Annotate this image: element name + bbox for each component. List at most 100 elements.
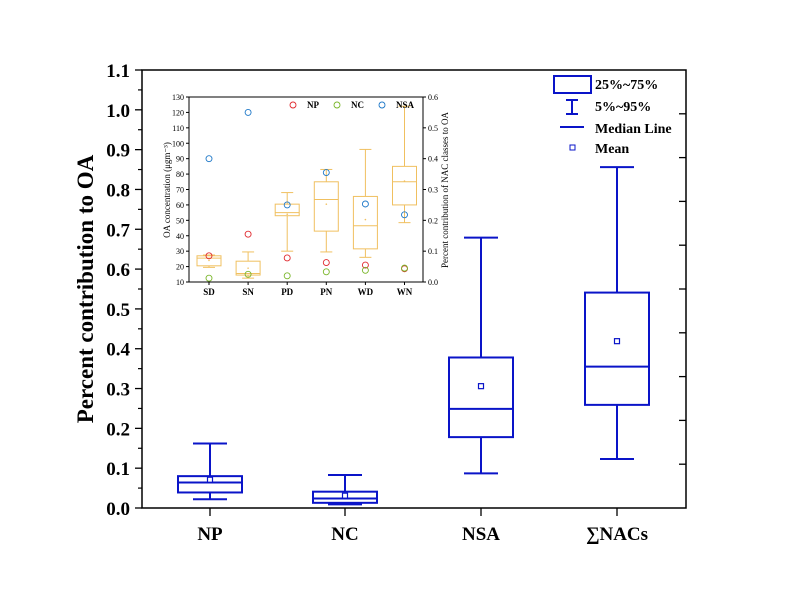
x-tick-label: NP [197,524,223,545]
inset-mean-marker [286,213,289,215]
inset-right-tick-label: 0.6 [428,93,438,102]
inset-legend-marker [289,101,297,109]
inset-y-tick-label: 80 [176,170,184,179]
inset-x-tick-label: PD [281,287,293,297]
inset-box-4 [352,148,378,258]
inset-box-1 [235,251,261,279]
inset-mean-marker [247,267,249,269]
y-tick-label: 0.3 [106,380,130,401]
inset-point-np [322,259,330,267]
box-1 [312,473,378,506]
y-tick-label: 0.2 [106,419,130,440]
x-tick-label: NSA [462,524,500,545]
inset-point-np [283,254,291,262]
inset-right-tick-label: 0.5 [428,124,438,133]
inset-point-nsa [244,108,252,116]
inset-point-nc [283,272,291,280]
inset-point-np [361,261,369,269]
y-tick-label: 0.8 [106,180,130,201]
box-2 [448,236,514,475]
inset-x-tick-label: WD [358,287,374,297]
legend-label: Median Line [595,122,672,137]
inset-y-tick-label: 90 [176,155,184,164]
inset-box-iqr [392,165,417,206]
x-tick-label: ∑NACs [586,524,648,545]
inset-x-tick-label: SN [242,287,254,297]
inset-y-tick-label: 130 [172,93,184,102]
inset-point-nc [401,264,408,272]
box-iqr [448,356,514,439]
inset-y-tick-label: 40 [176,232,184,241]
inset-x-tick-label: WN [397,287,413,297]
inset-box-0 [196,254,222,268]
mean-marker [477,383,485,390]
inset-legend-marker [333,101,341,109]
box-iqr [312,490,378,504]
inset-right-tick-label: 0.0 [428,278,438,287]
main-y-axis-label: Percent contribution to OA [73,154,98,423]
inset-right-tick-label: 0.1 [428,247,438,256]
inset-point-nsa [322,169,330,176]
inset-point-np [205,252,213,260]
legend: 25%~75% 5%~95% Median Line Mean [553,75,672,157]
inset-point-nc [205,274,213,282]
y-tick-label: 1.0 [106,101,130,122]
inset-box-iqr [274,203,300,217]
inset-legend-marker [378,101,386,109]
box-0 [177,442,243,501]
inset-point-nc [322,268,330,276]
inset-box-5 [392,105,417,224]
inset-x-tick-label: SD [203,287,215,297]
legend-label: 25%~75% [595,78,658,93]
inset-point-nsa [361,200,369,208]
y-tick-label: 0.7 [106,220,130,241]
inset-x-tick-label: PN [320,287,332,297]
legend-label: Mean [595,142,629,157]
x-tick-label: NC [331,524,358,545]
inset-box-iqr [352,195,378,250]
legend-label: 5%~95% [595,100,651,115]
box-iqr [177,475,243,494]
inset-chart: 10 20 30 40 50 60 70 80 90 100 110 120 130 0.0 0.1 0.2 0… [172,93,438,297]
inset-mean-marker [208,259,210,262]
y-tick-label: 0.9 [106,141,130,162]
legend-box-icon [553,75,592,94]
inset-point-nsa [205,155,213,163]
box-iqr [584,291,650,406]
y-tick-label: 0.6 [106,260,130,281]
inset-point-nc [361,266,369,274]
inset-legend-label: NC [351,100,364,110]
inset-y-tick-label: 50 [176,216,184,225]
inset-y-tick-label: 30 [176,247,184,256]
inset-y-tick-label: 60 [176,201,184,210]
mean-marker [206,476,214,483]
inset-legend-label: NP [307,100,319,110]
box-3 [584,166,650,461]
main-chart: 0.0 0.1 0.2 0.3 0.4 0.5 0.6 0.7 0.8 0.9 1.0 1.1 NP NC… [106,61,687,545]
inset-point-nc [244,270,252,278]
y-tick-label: 0.5 [106,300,130,321]
inset-right-tick-label: 0.4 [428,155,438,164]
inset-point-nsa [283,201,291,209]
inset-mean-marker [403,180,406,182]
inset-y-tick-label: 120 [172,108,184,117]
inset-y-tick-label: 70 [176,186,184,195]
inset-y-tick-label: 100 [172,139,184,148]
inset-right-tick-label: 0.3 [428,186,438,195]
y-tick-label: 0.4 [106,340,130,361]
inset-box-3 [313,168,339,253]
legend-mean-icon [569,144,576,151]
y-tick-label: 1.1 [106,61,130,82]
inset-frame [188,96,424,283]
inset-mean-marker [325,203,328,205]
inset-y-tick-label: 20 [176,263,184,272]
inset-y-axis-label-right: Percent contribution of NAC classes to O… [440,112,450,268]
inset-box-iqr [313,181,339,232]
inset-mean-marker [364,218,367,221]
inset-y-tick-label: 10 [176,278,184,287]
inset-legend-label: NSA [396,100,415,110]
mean-marker [341,492,349,499]
inset-point-nsa [401,211,408,219]
mean-marker [613,338,621,345]
